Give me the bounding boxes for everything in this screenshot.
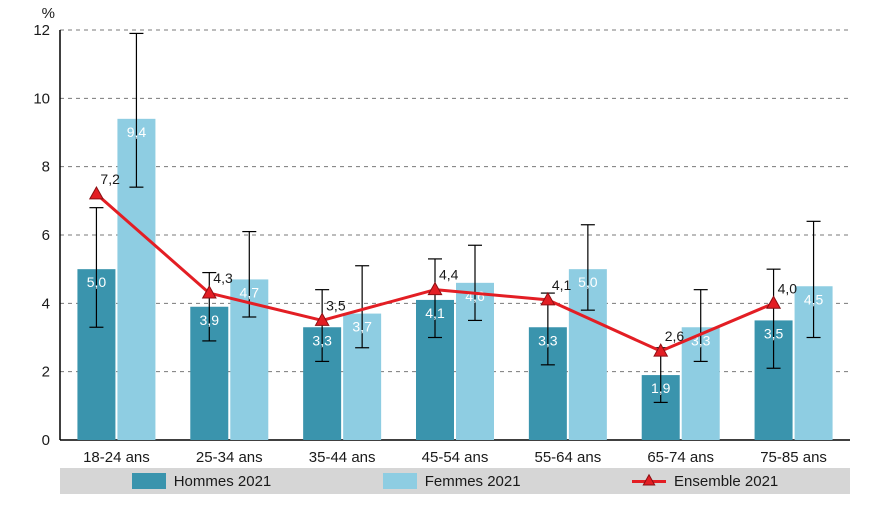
x-tick-label: 75-85 ans (760, 449, 827, 466)
y-tick-label: 2 (42, 364, 50, 381)
line-label-ensemble: 4,0 (778, 280, 798, 296)
bar-label-hommes: 5,0 (87, 274, 107, 290)
y-axis-title: % (42, 5, 55, 22)
line-label-ensemble: 3,5 (326, 297, 346, 313)
bar-label-femmes: 3,7 (352, 319, 372, 335)
y-tick-label: 0 (42, 432, 50, 449)
bar-label-hommes: 3,3 (312, 332, 332, 348)
legend-label-ensemble: Ensemble 2021 (674, 473, 778, 490)
bar-label-femmes: 5,0 (578, 274, 598, 290)
y-tick-label: 12 (33, 22, 50, 39)
marker-ensemble (90, 187, 103, 199)
line-label-ensemble: 2,6 (665, 328, 685, 344)
y-tick-label: 6 (42, 227, 50, 244)
bar-label-femmes: 4,6 (465, 288, 485, 304)
line-label-ensemble: 7,2 (100, 171, 120, 187)
bar-label-hommes: 3,5 (764, 325, 784, 341)
x-tick-label: 25-34 ans (196, 449, 263, 466)
y-tick-label: 4 (42, 295, 50, 312)
marker-ensemble (767, 296, 780, 308)
line-label-ensemble: 4,1 (552, 277, 572, 293)
x-tick-label: 18-24 ans (83, 449, 150, 466)
legend-item-hommes: Hommes 2021 (132, 473, 272, 490)
legend-marker-ensemble (632, 473, 666, 489)
bar-label-femmes: 4,5 (804, 291, 824, 307)
x-tick-label: 65-74 ans (647, 449, 714, 466)
legend-swatch-hommes (132, 473, 166, 489)
y-tick-label: 10 (33, 90, 50, 107)
x-tick-label: 35-44 ans (309, 449, 376, 466)
y-tick-label: 8 (42, 159, 50, 176)
legend-label-hommes: Hommes 2021 (174, 473, 272, 490)
bar-label-hommes: 4,1 (425, 305, 445, 321)
x-tick-label: 55-64 ans (534, 449, 601, 466)
legend-item-femmes: Femmes 2021 (383, 473, 521, 490)
line-label-ensemble: 4,4 (439, 267, 459, 283)
legend-swatch-femmes (383, 473, 417, 489)
legend: Hommes 2021 Femmes 2021 Ensemble 2021 (60, 468, 850, 494)
bar-label-hommes: 1,9 (651, 380, 671, 396)
legend-item-ensemble: Ensemble 2021 (632, 473, 778, 490)
chart-container: 0 2 4 6 8 10 12% 5,0 9,4 18-24 ans 3,9 4,7 25-34 ans… (0, 0, 874, 517)
bar-label-femmes: 9,4 (127, 124, 147, 140)
legend-label-femmes: Femmes 2021 (425, 473, 521, 490)
bar-label-femmes: 4,7 (240, 284, 260, 300)
chart-svg: 0 2 4 6 8 10 12% 5,0 9,4 18-24 ans 3,9 4,7 25-34 ans… (0, 0, 874, 517)
bar-label-hommes: 3,3 (538, 332, 558, 348)
bar-label-hommes: 3,9 (200, 312, 220, 328)
x-tick-label: 45-54 ans (422, 449, 489, 466)
line-label-ensemble: 4,3 (213, 270, 233, 286)
